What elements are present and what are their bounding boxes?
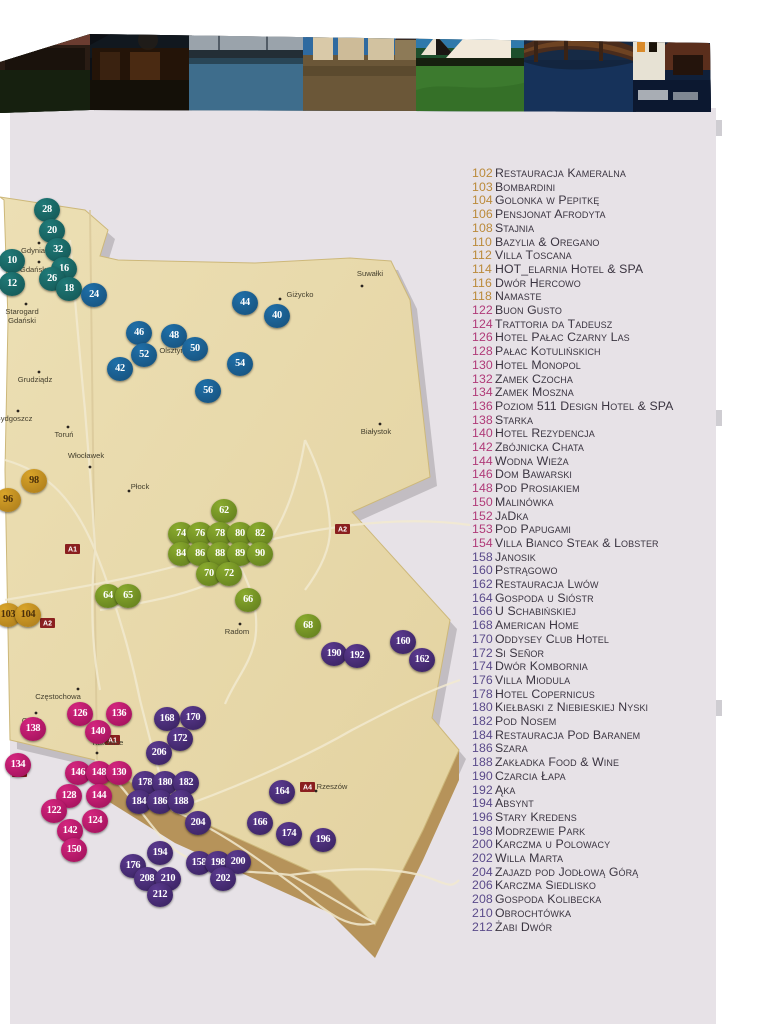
svg-text:Gdański: Gdański: [8, 316, 36, 325]
svg-text:A2: A2: [43, 621, 52, 628]
svg-text:Częstochowa: Częstochowa: [35, 692, 81, 701]
svg-text:Rzeszów: Rzeszów: [317, 782, 348, 791]
svg-text:Włocławek: Włocławek: [68, 451, 104, 460]
svg-text:Suwałki: Suwałki: [357, 269, 383, 278]
svg-text:Toruń: Toruń: [55, 430, 74, 439]
svg-text:A1: A1: [68, 547, 77, 554]
svg-text:Starogard: Starogard: [5, 307, 38, 316]
svg-text:Płock: Płock: [131, 482, 150, 491]
svg-text:Grudziądz: Grudziądz: [18, 375, 53, 384]
svg-text:A4: A4: [303, 785, 312, 792]
svg-text:A2: A2: [338, 527, 347, 534]
svg-text:Radom: Radom: [225, 627, 249, 636]
svg-text:Białystok: Białystok: [361, 427, 392, 436]
svg-text:Gdynia: Gdynia: [21, 246, 46, 255]
svg-text:Giżycko: Giżycko: [286, 290, 313, 299]
svg-text:Bydgoszcz: Bydgoszcz: [0, 414, 33, 423]
